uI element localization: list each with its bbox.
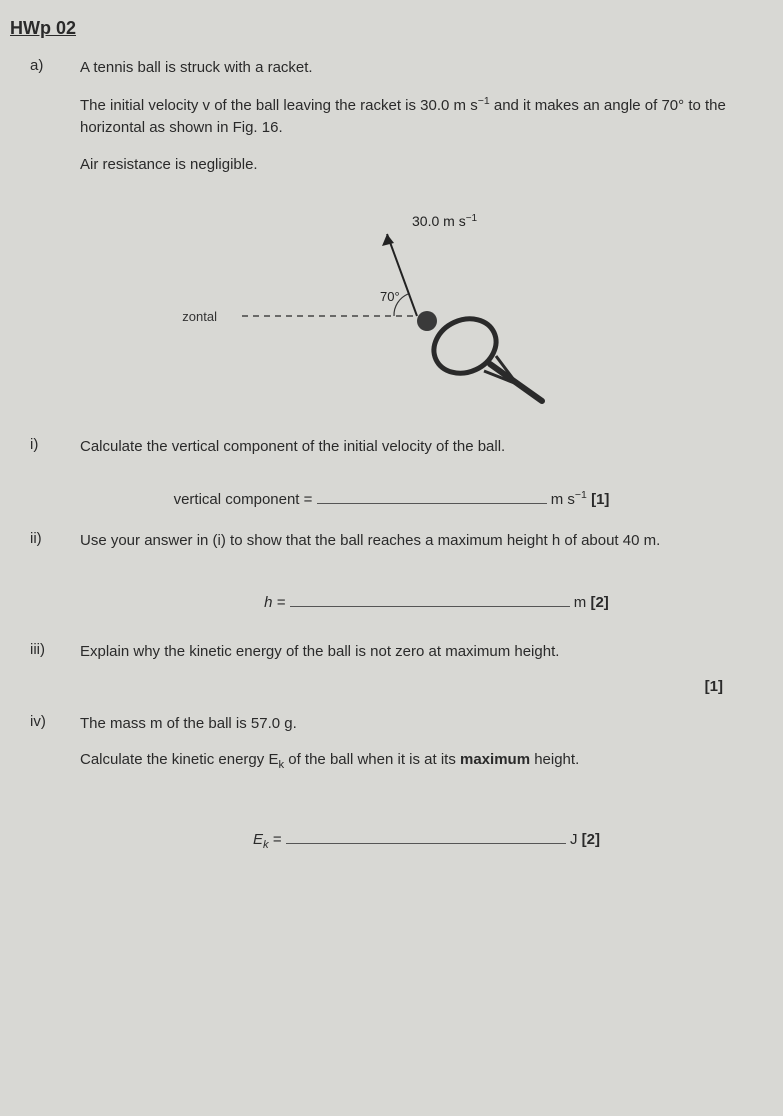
qiii-marks: [1]: [30, 678, 753, 695]
qiv-text2: Calculate the kinetic energy Ek of the b…: [80, 749, 753, 774]
qiv-text2-row: Calculate the kinetic energy Ek of the b…: [80, 749, 753, 774]
qi-text: Calculate the vertical component of the …: [80, 436, 753, 459]
part-a-label: a): [30, 57, 80, 80]
qiv-prefix-b: =: [269, 831, 282, 848]
qiv-prefix-a: E: [253, 831, 263, 848]
qiv-t2b: of the ball when it is at its: [284, 751, 460, 768]
qiv-blank: [286, 829, 566, 844]
part-a-line2-row: The initial velocity v of the ball leavi…: [80, 94, 753, 140]
qi-marks: [1]: [591, 491, 609, 508]
qii-label: ii): [30, 530, 80, 553]
velocity-label: 30.0 m s−1: [412, 213, 478, 229]
qiv-unit: J: [570, 831, 582, 848]
qi-unit-a: m s: [551, 491, 575, 508]
qii-blank: [290, 592, 570, 607]
qiv-label: iv): [30, 713, 80, 736]
question-iv-row: iv) The mass m of the ball is 57.0 g.: [30, 713, 753, 736]
qi-answer-prefix: vertical component =: [174, 491, 313, 508]
qi-label: i): [30, 436, 80, 459]
page-header: HWp 02: [10, 18, 753, 39]
part-a-line3-row: Air resistance is negligible.: [80, 154, 753, 177]
qiii-text: Explain why the kinetic energy of the ba…: [80, 641, 753, 664]
qiv-t2bold: maximum: [460, 751, 530, 768]
racket-head: [425, 309, 505, 383]
racket-diagram: horizontal 30.0 m s−1 70°: [182, 206, 602, 406]
ball-icon: [417, 311, 437, 331]
question-i-row: i) Calculate the vertical component of t…: [30, 436, 753, 459]
part-a-line3: Air resistance is negligible.: [80, 154, 753, 177]
qii-text: Use your answer in (i) to show that the …: [80, 530, 753, 553]
qi-answer-line: vertical component = m s−1 [1]: [30, 489, 753, 508]
question-ii-row: ii) Use your answer in (i) to show that …: [30, 530, 753, 553]
qii-unit: m: [574, 594, 591, 611]
qii-answer-prefix: h =: [264, 594, 285, 611]
part-a-line2: The initial velocity v of the ball leavi…: [80, 94, 753, 140]
question-iii-row: iii) Explain why the kinetic energy of t…: [30, 641, 753, 664]
qiv-text1: The mass m of the ball is 57.0 g.: [80, 713, 753, 736]
line2-exp: −1: [478, 95, 490, 107]
qiv-marks: [2]: [582, 831, 600, 848]
part-a-row: a) A tennis ball is struck with a racket…: [30, 57, 753, 80]
diagram-container: horizontal 30.0 m s−1 70°: [30, 206, 753, 406]
arrowhead: [382, 234, 394, 246]
qi-blank: [317, 489, 547, 504]
part-a-line1: A tennis ball is struck with a racket.: [80, 57, 753, 80]
qi-unit-exp: −1: [575, 489, 587, 501]
line2-text-a: The initial velocity v of the ball leavi…: [80, 97, 478, 114]
qii-answer-line: h = m [2]: [30, 592, 753, 611]
horizontal-label: horizontal: [182, 309, 217, 324]
angle-label: 70°: [380, 289, 400, 304]
qiv-t2c: height.: [530, 751, 579, 768]
qiv-t2a: Calculate the kinetic energy E: [80, 751, 278, 768]
qiii-label: iii): [30, 641, 80, 664]
qiv-answer-line: Ek = J [2]: [30, 829, 753, 851]
qii-marks: [2]: [590, 594, 608, 611]
